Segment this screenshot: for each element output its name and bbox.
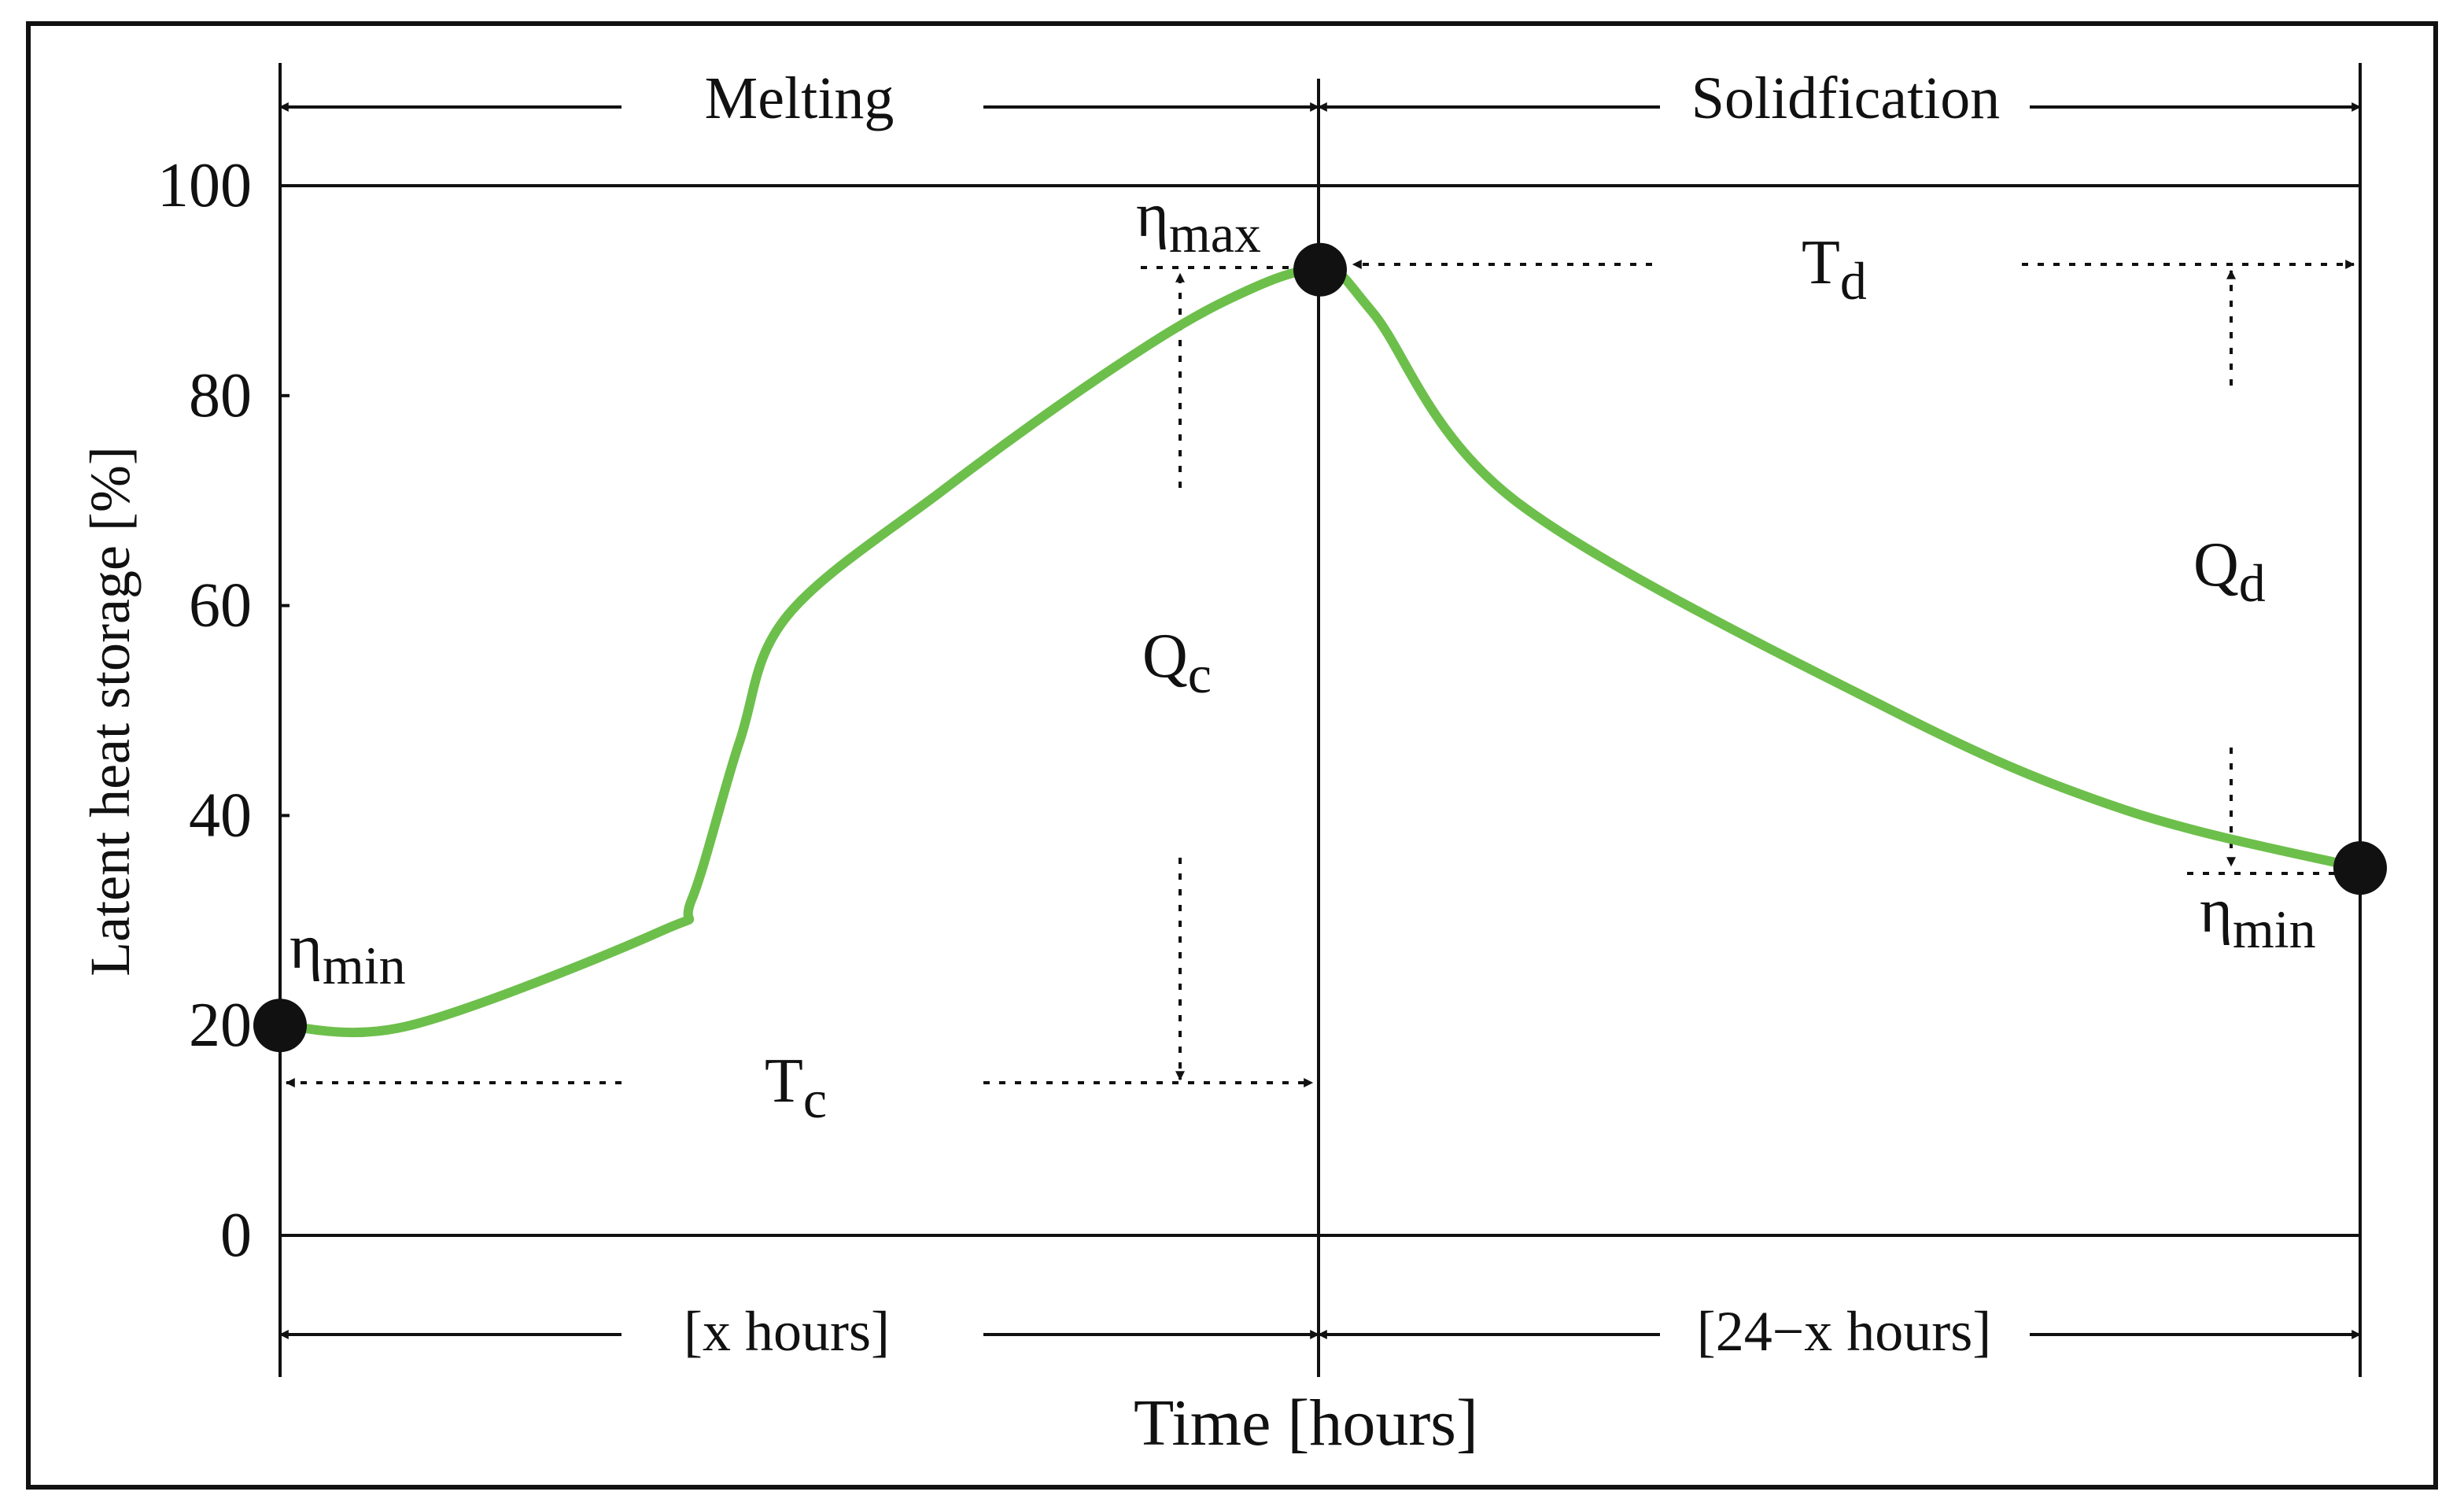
phase-duration: [24−x hours] — [1697, 1300, 1992, 1363]
y-tick-label: 40 — [189, 781, 252, 850]
annotation: ηmax — [1136, 181, 1261, 264]
annotation: Tc — [765, 1047, 827, 1129]
key-point — [2333, 841, 2387, 895]
y-tick-label: 100 — [157, 151, 252, 220]
annotation: Td — [1802, 228, 1867, 311]
y-tick-label: 60 — [189, 571, 252, 641]
phase-duration: [x hours] — [684, 1300, 890, 1363]
dimension-arrows — [285, 260, 2360, 1087]
annotation: Qd — [2193, 530, 2266, 613]
data-line — [279, 264, 2362, 1038]
phase-label: Melting — [705, 65, 894, 131]
y-tick-label: 80 — [189, 361, 252, 430]
y-tick-label: 0 — [220, 1201, 252, 1270]
phase-label: Solidfication — [1691, 65, 2001, 131]
annotation: ηmin — [290, 913, 406, 995]
annotation: Qc — [1142, 622, 1212, 704]
key-point — [1293, 242, 1347, 297]
y-axis-label: Latent heat storage [%] — [79, 446, 142, 977]
annotation: ηmin — [2200, 877, 2316, 959]
key-point — [253, 999, 307, 1053]
x-axis-label: Time [hours] — [1134, 1386, 1478, 1460]
outer-frame — [26, 21, 2438, 1490]
y-tick-label: 20 — [189, 991, 252, 1060]
